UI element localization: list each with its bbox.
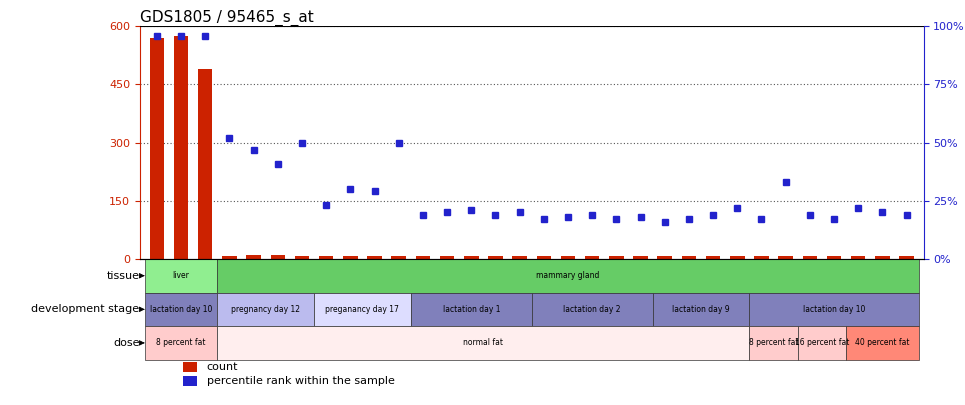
Bar <box>270 256 285 259</box>
Bar <box>537 256 551 259</box>
Bar <box>183 376 197 386</box>
Bar <box>633 256 648 259</box>
Bar <box>145 326 217 360</box>
Bar <box>750 292 919 326</box>
Bar <box>183 362 197 372</box>
Bar <box>755 256 769 259</box>
Text: liver: liver <box>173 271 189 280</box>
Bar <box>750 326 798 360</box>
Bar <box>585 256 599 259</box>
Text: 8 percent fat: 8 percent fat <box>749 339 798 347</box>
Bar <box>145 292 217 326</box>
Bar <box>314 292 411 326</box>
Text: 16 percent fat: 16 percent fat <box>795 339 849 347</box>
Bar <box>851 256 866 259</box>
Bar <box>217 292 314 326</box>
Bar <box>344 256 358 259</box>
Text: mammary gland: mammary gland <box>537 271 599 280</box>
Text: 8 percent fat: 8 percent fat <box>156 339 206 347</box>
Text: development stage: development stage <box>31 304 139 314</box>
Bar <box>827 256 841 259</box>
Bar <box>246 255 261 259</box>
Bar <box>532 292 652 326</box>
Bar <box>779 256 793 259</box>
Bar <box>798 326 846 360</box>
Bar <box>846 326 919 360</box>
Bar <box>803 256 817 259</box>
Bar <box>464 256 479 259</box>
Text: pregnancy day 12: pregnancy day 12 <box>232 305 300 314</box>
Bar <box>392 256 406 259</box>
Bar <box>899 256 914 259</box>
Text: count: count <box>207 362 238 372</box>
Text: tissue: tissue <box>106 271 139 281</box>
Text: percentile rank within the sample: percentile rank within the sample <box>207 376 395 386</box>
Bar <box>318 256 333 259</box>
Bar <box>652 292 750 326</box>
Bar <box>488 256 503 259</box>
Text: GDS1805 / 95465_s_at: GDS1805 / 95465_s_at <box>140 10 314 26</box>
Bar <box>731 256 745 259</box>
Text: dose: dose <box>113 338 139 348</box>
Bar <box>217 326 750 360</box>
Text: 40 percent fat: 40 percent fat <box>855 339 910 347</box>
Bar <box>512 256 527 259</box>
Bar <box>561 256 575 259</box>
Bar <box>174 36 188 259</box>
Text: preganancy day 17: preganancy day 17 <box>325 305 400 314</box>
Bar <box>145 259 217 292</box>
Text: lactation day 2: lactation day 2 <box>564 305 620 314</box>
Text: lactation day 10: lactation day 10 <box>150 305 212 314</box>
Bar <box>368 256 382 259</box>
Bar <box>222 256 236 259</box>
Text: lactation day 10: lactation day 10 <box>803 305 866 314</box>
Bar <box>875 256 890 259</box>
Bar <box>440 256 455 259</box>
Text: normal fat: normal fat <box>463 339 504 347</box>
Bar <box>150 38 164 259</box>
Bar <box>609 256 623 259</box>
Bar <box>294 256 309 259</box>
Text: lactation day 9: lactation day 9 <box>673 305 730 314</box>
Bar <box>705 256 720 259</box>
Bar <box>681 256 696 259</box>
Bar <box>198 69 212 259</box>
Text: lactation day 1: lactation day 1 <box>443 305 500 314</box>
Bar <box>217 259 919 292</box>
Bar <box>657 256 672 259</box>
Bar <box>416 256 430 259</box>
Bar <box>411 292 532 326</box>
